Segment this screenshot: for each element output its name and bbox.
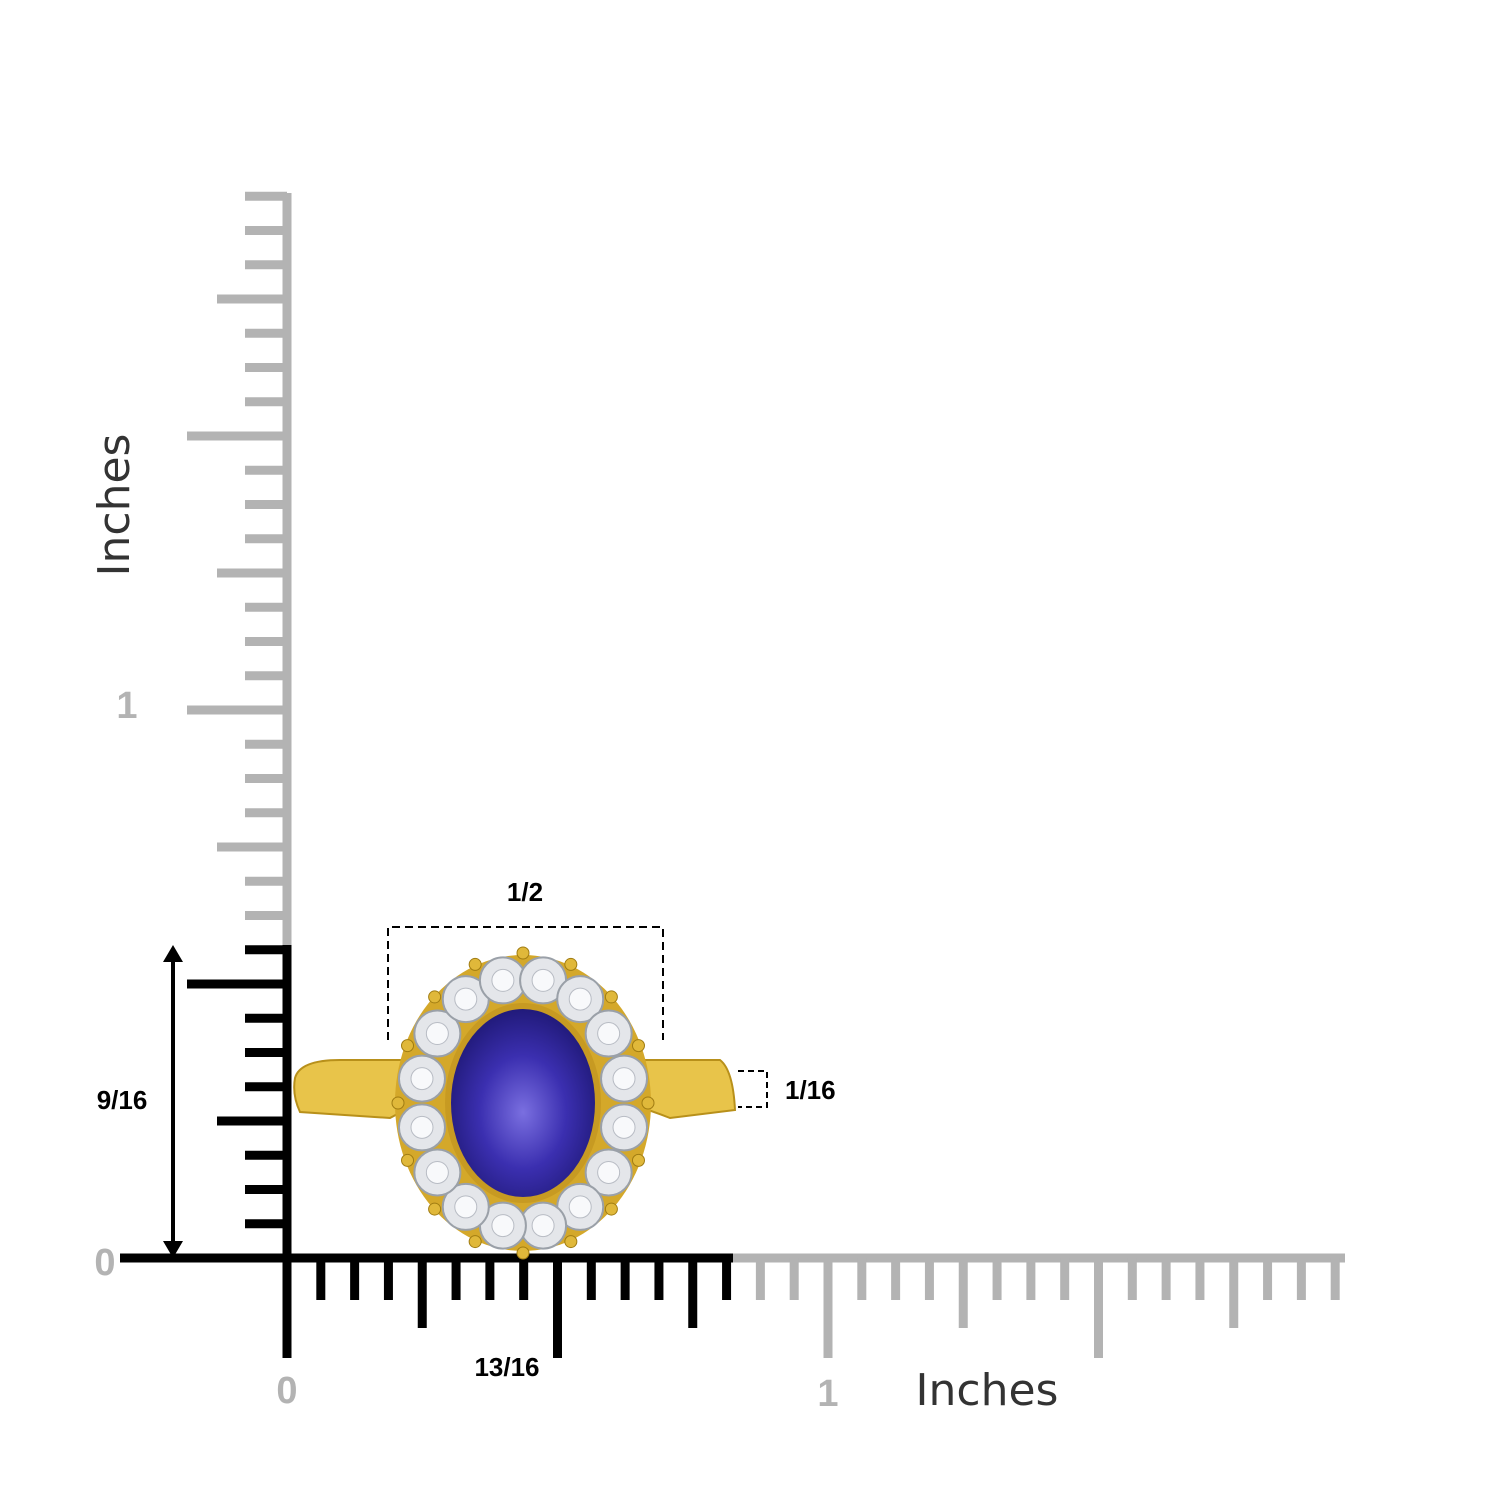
prong	[604, 990, 618, 1004]
diamond-facet	[568, 987, 592, 1011]
vertical-ruler-label: 0	[94, 1242, 115, 1284]
diamond-facet	[454, 987, 478, 1011]
horizontal-axis-title: Inches	[916, 1365, 1059, 1416]
rulers	[120, 191, 1345, 1358]
height-label: 9/16	[97, 1085, 148, 1115]
width-bracket	[387, 926, 664, 1040]
diamond-facet	[425, 1160, 449, 1184]
diamond-facet	[410, 1115, 434, 1139]
band-bracket	[738, 1070, 768, 1108]
prong	[516, 1246, 530, 1260]
vertical-ruler-label: 1	[116, 685, 137, 727]
prong	[631, 1039, 645, 1053]
diamond-facet	[491, 968, 515, 992]
tanzanite	[451, 1009, 595, 1197]
diamond-facet	[454, 1195, 478, 1219]
length-label: 13/16	[474, 1352, 539, 1382]
prong	[401, 1039, 415, 1053]
prong	[401, 1153, 415, 1167]
ring	[293, 946, 737, 1260]
diamond-facet	[612, 1067, 636, 1091]
band-width-label: 1/16	[785, 1075, 836, 1105]
prong	[631, 1153, 645, 1167]
diamond-facet	[597, 1160, 621, 1184]
prong	[468, 1235, 482, 1249]
prong	[641, 1096, 655, 1110]
horizontal-ruler-label: 1	[817, 1373, 838, 1415]
horizontal-ruler-label: 0	[276, 1370, 297, 1412]
prong	[428, 990, 442, 1004]
width-label: 1/2	[507, 877, 543, 907]
diamonds	[391, 946, 655, 1260]
diamond-facet	[531, 1214, 555, 1238]
prong	[428, 1202, 442, 1216]
diamond-facet	[612, 1115, 636, 1139]
diamond-facet	[531, 968, 555, 992]
prong	[604, 1202, 618, 1216]
prong	[468, 957, 482, 971]
diamond-facet	[425, 1022, 449, 1046]
diamond-facet	[491, 1214, 515, 1238]
diamond-facet	[568, 1195, 592, 1219]
diamond-facet	[410, 1067, 434, 1091]
prong	[564, 1235, 578, 1249]
vertical-axis-title: Inches	[89, 434, 140, 577]
prong	[516, 946, 530, 960]
prong	[391, 1096, 405, 1110]
prong	[564, 957, 578, 971]
diamond-facet	[597, 1022, 621, 1046]
